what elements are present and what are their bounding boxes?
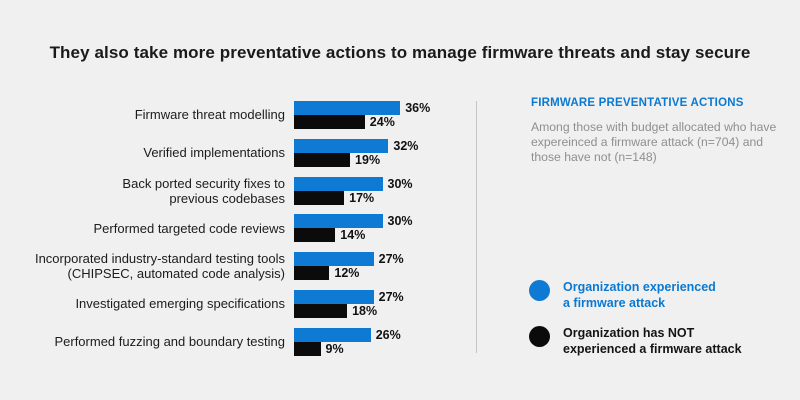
bar-line: 30% — [294, 176, 413, 191]
bar-group: 36% 24% — [294, 101, 430, 129]
bar-line: 27% — [294, 289, 404, 304]
bar-not-experienced — [294, 152, 351, 167]
value-label: 12% — [334, 266, 360, 281]
bar-not-experienced — [294, 228, 336, 243]
value-label: 30% — [387, 214, 413, 229]
value-label: 18% — [352, 303, 378, 318]
value-label: 19% — [355, 152, 381, 167]
side-panel-heading: FIRMWARE PREVENTATIVE ACTIONS — [531, 97, 744, 109]
bar-group: 30% 17% — [294, 176, 413, 205]
bar-line: 14% — [294, 228, 413, 243]
bar-experienced — [294, 101, 401, 115]
value-label: 9% — [325, 341, 344, 356]
value-label: 27% — [378, 289, 404, 304]
chart-row: Incorporated industry-standard testing t… — [30, 251, 430, 282]
bar-experienced — [294, 252, 374, 267]
category-label: Investigated emerging specifications — [75, 296, 285, 312]
bar-group: 27% 18% — [294, 289, 404, 318]
legend-label-experienced: Organization experienced a firmware atta… — [563, 280, 716, 310]
bar-group: 26% 9% — [294, 327, 401, 356]
legend-dot-black — [529, 326, 550, 347]
bar-line: 24% — [294, 115, 430, 129]
chart-row: Performed targeted code reviews 30% 14% — [30, 214, 430, 243]
bar-chart: Firmware threat modelling 36% 24% Verified … — [30, 101, 430, 356]
value-label: 32% — [393, 138, 419, 153]
category-label: Incorporated industry-standard testing t… — [34, 251, 285, 282]
bar-group: 30% 14% — [294, 214, 413, 243]
bar-not-experienced — [294, 341, 321, 356]
bar-line: 18% — [294, 303, 404, 318]
bar-line: 32% — [294, 138, 419, 153]
bar-not-experienced — [294, 303, 348, 318]
value-label: 17% — [349, 190, 375, 205]
bar-experienced — [294, 327, 371, 342]
bar-experienced — [294, 138, 389, 153]
bar-group: 32% 19% — [294, 138, 419, 167]
category-label: Performed targeted code reviews — [93, 220, 285, 236]
bar-line: 26% — [294, 327, 401, 342]
chart-row: Performed fuzzing and boundary testing 26… — [30, 327, 430, 356]
chart-row: Verified implementations 32% 19% — [30, 138, 430, 167]
category-label: Back ported security fixes to previous c… — [122, 175, 285, 206]
category-label: Firmware threat modelling — [134, 107, 285, 123]
bar-line: 9% — [294, 341, 401, 356]
bar-line: 12% — [294, 266, 404, 281]
chart-row: Firmware threat modelling 36% 24% — [30, 101, 430, 129]
bar-not-experienced — [294, 115, 365, 129]
value-label: 27% — [378, 252, 404, 267]
bar-group: 27% 12% — [294, 252, 404, 281]
bar-line: 27% — [294, 252, 404, 267]
category-label: Performed fuzzing and boundary testing — [54, 334, 285, 350]
value-label: 14% — [340, 228, 366, 243]
legend-item-not-experienced: Organization has NOT experienced a firmw… — [529, 325, 742, 358]
bar-experienced — [294, 176, 383, 191]
bar-line: 19% — [294, 152, 418, 167]
side-panel-description: Among those with budget allocated who ha… — [531, 120, 777, 165]
bar-line: 17% — [294, 190, 413, 205]
bar-experienced — [294, 289, 374, 304]
chart-title: They also take more preventative actions… — [49, 43, 751, 62]
value-label: 36% — [405, 101, 431, 115]
value-label: 30% — [387, 176, 413, 191]
vertical-divider — [476, 101, 477, 353]
chart-row: Investigated emerging specifications 27% 1… — [30, 289, 430, 318]
legend-item-experienced: Organization experienced a firmware atta… — [529, 279, 716, 312]
bar-line: 36% — [294, 101, 430, 115]
legend-dot-blue — [529, 280, 550, 301]
bar-experienced — [294, 214, 383, 229]
bar-line: 30% — [294, 214, 413, 229]
bar-not-experienced — [294, 190, 345, 205]
legend-label-not-experienced: Organization has NOT experienced a firmw… — [563, 326, 742, 356]
chart-row: Back ported security fixes to previous c… — [30, 175, 430, 206]
value-label: 24% — [369, 115, 395, 129]
category-label: Verified implementations — [143, 145, 285, 161]
bar-not-experienced — [294, 266, 330, 281]
value-label: 26% — [375, 327, 401, 342]
